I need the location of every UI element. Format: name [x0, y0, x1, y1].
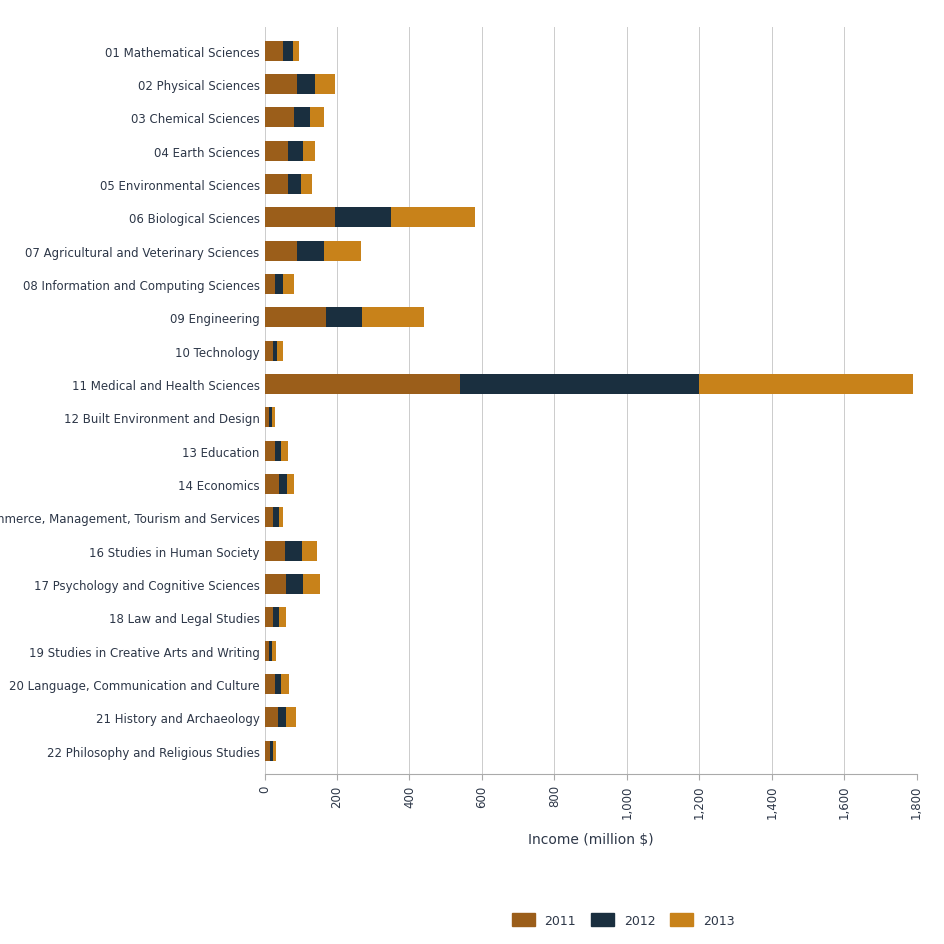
Bar [270, 741, 273, 761]
Bar [264, 574, 286, 595]
Bar [391, 208, 474, 228]
Bar [278, 707, 286, 728]
Bar [264, 208, 335, 228]
Bar [272, 608, 278, 628]
Bar [275, 674, 281, 694]
Bar [269, 641, 272, 661]
Bar [310, 109, 323, 128]
Bar [264, 342, 272, 362]
Bar [315, 75, 335, 95]
Bar [302, 142, 315, 161]
Bar [264, 242, 296, 261]
Bar [300, 175, 312, 194]
Bar [264, 741, 270, 761]
Bar [278, 608, 285, 628]
Bar [277, 342, 283, 362]
Bar [287, 475, 294, 495]
Bar [264, 308, 326, 328]
Bar [276, 275, 283, 295]
Bar [264, 441, 275, 461]
Bar [294, 109, 310, 128]
Bar [264, 541, 284, 561]
Bar [272, 408, 275, 428]
Bar [288, 142, 302, 161]
Bar [264, 375, 460, 395]
Bar [278, 508, 283, 528]
Bar [296, 242, 324, 261]
Bar [269, 408, 272, 428]
Bar [296, 75, 315, 95]
Bar [264, 142, 288, 161]
Bar [301, 541, 317, 561]
Bar [273, 741, 276, 761]
Bar [284, 541, 301, 561]
Bar [278, 475, 287, 495]
Bar [275, 441, 281, 461]
Bar [286, 574, 302, 595]
Bar [324, 242, 361, 261]
Bar [264, 75, 296, 95]
Bar [264, 275, 276, 295]
Bar [460, 375, 699, 395]
Bar [335, 208, 391, 228]
Bar [281, 441, 288, 461]
Bar [264, 408, 269, 428]
Bar [264, 674, 275, 694]
Bar [282, 42, 293, 61]
Bar [264, 707, 278, 728]
Bar [286, 707, 296, 728]
Bar [264, 475, 278, 495]
Bar [264, 42, 282, 61]
Bar [283, 275, 294, 295]
Bar [264, 508, 272, 528]
Bar [264, 175, 288, 194]
Bar [302, 574, 320, 595]
Bar [272, 641, 276, 661]
Bar [272, 508, 278, 528]
Bar [264, 641, 269, 661]
Bar [272, 342, 277, 362]
Bar [281, 674, 289, 694]
Bar [362, 308, 424, 328]
Bar [264, 109, 294, 128]
Bar [326, 308, 362, 328]
Bar [264, 608, 272, 628]
Bar [699, 375, 912, 395]
Legend: 2011, 2012, 2013: 2011, 2012, 2013 [505, 907, 740, 934]
Bar [288, 175, 300, 194]
Bar [293, 42, 299, 61]
X-axis label: Income (million $): Income (million $) [528, 832, 652, 846]
